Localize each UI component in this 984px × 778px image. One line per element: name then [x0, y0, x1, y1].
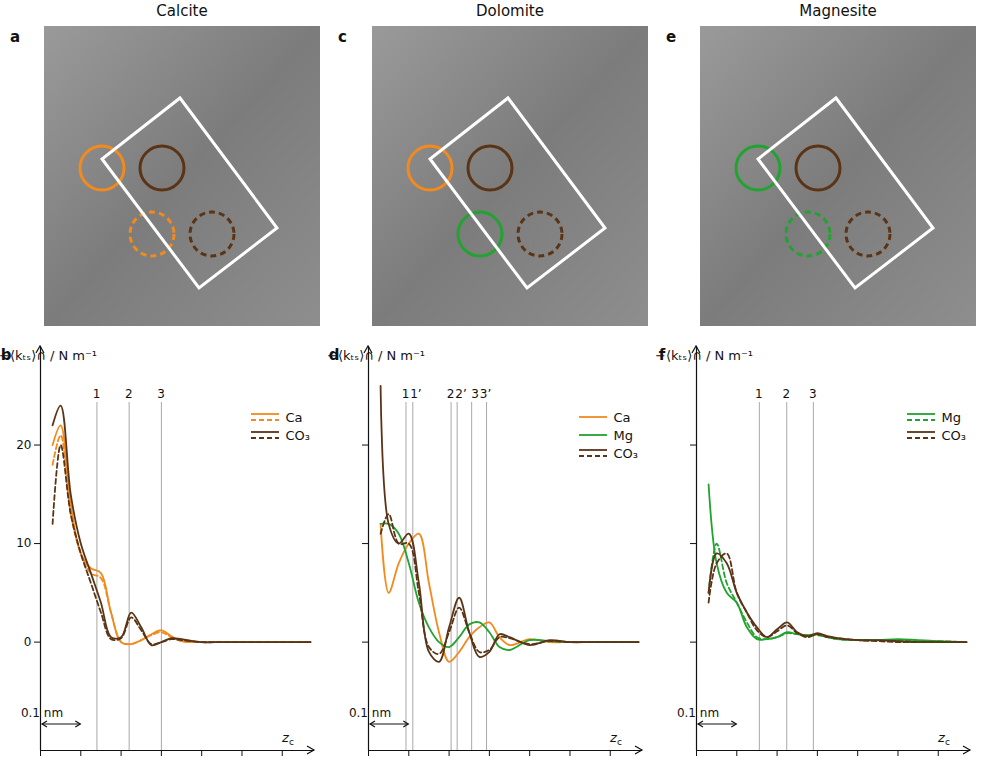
svg-text:zc: zc — [937, 730, 950, 747]
svg-text:0.1 nm: 0.1 nm — [349, 706, 391, 720]
svg-text:10: 10 — [16, 536, 31, 550]
html-text:Ca: Ca — [613, 409, 631, 425]
svg-text:3: 3 — [809, 387, 817, 401]
svg-text:e: e — [666, 28, 676, 46]
svg-text:3: 3 — [471, 387, 479, 401]
svg-text:a: a — [10, 28, 20, 46]
html-text:CO₃: CO₃ — [941, 427, 966, 443]
svg-text:−⟨kₜₛ⟩∩ / N m⁻¹: −⟨kₜₛ⟩∩ / N m⁻¹ — [0, 348, 97, 363]
svg-text:3’: 3’ — [480, 387, 491, 401]
svg-text:1: 1 — [93, 387, 101, 401]
svg-text:1: 1 — [402, 387, 410, 401]
svg-text:3: 3 — [157, 387, 165, 401]
html-text:Ca: Ca — [285, 409, 303, 425]
svg-text:1’: 1’ — [410, 387, 421, 401]
html-text:CO₃: CO₃ — [285, 427, 310, 443]
html-text:Mg: Mg — [941, 409, 961, 425]
svg-text:2: 2 — [447, 387, 455, 401]
svg-text:zc: zc — [609, 730, 622, 747]
html-text:Magnesite: Magnesite — [799, 2, 877, 20]
html-text:CO₃: CO₃ — [613, 445, 638, 461]
svg-text:c: c — [338, 28, 347, 46]
svg-text:2: 2 — [783, 387, 791, 401]
svg-text:2: 2 — [125, 387, 133, 401]
svg-text:0: 0 — [24, 635, 32, 649]
svg-text:1: 1 — [755, 387, 763, 401]
html-text:Mg: Mg — [613, 427, 633, 443]
svg-text:zc: zc — [281, 730, 294, 747]
svg-text:−⟨kₜₛ⟩∩ / N m⁻¹: −⟨kₜₛ⟩∩ / N m⁻¹ — [328, 348, 425, 363]
svg-text:−⟨kₜₛ⟩∩ / N m⁻¹: −⟨kₜₛ⟩∩ / N m⁻¹ — [656, 348, 753, 363]
svg-text:0.1 nm: 0.1 nm — [21, 706, 63, 720]
html-text:Calcite: Calcite — [156, 2, 208, 20]
svg-text:20: 20 — [16, 438, 31, 452]
html-text:Dolomite: Dolomite — [476, 2, 544, 20]
svg-text:0.1 nm: 0.1 nm — [677, 706, 719, 720]
svg-text:2’: 2’ — [455, 387, 466, 401]
